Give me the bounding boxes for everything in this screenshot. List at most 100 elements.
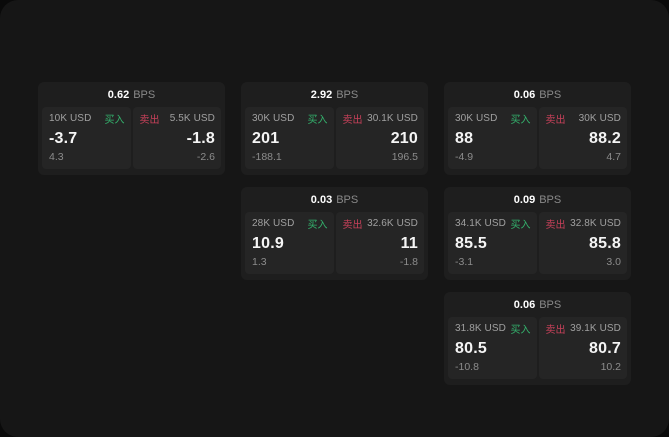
sell-panel-top: 卖出 39.1K USD [546, 321, 622, 336]
sell-panel-top: 卖出 32.8K USD [546, 216, 622, 231]
quote-card-header: 0.09 BPS [444, 187, 631, 212]
buy-panel-top: 10K USD 买入 [49, 111, 125, 126]
buy-quote-panel[interactable]: 34.1K USD 买入 85.5 -3.1 [448, 212, 537, 274]
buy-sub-value: -3.1 [455, 256, 474, 268]
sell-quote-panel[interactable]: 卖出 30.1K USD 210 196.5 [335, 107, 424, 169]
buy-panel-top: 28K USD 买入 [252, 216, 328, 231]
buy-sub-value: -10.8 [455, 361, 479, 373]
quote-card: 0.06 BPS 30K USD 买入 88 -4.9 卖出 30K USD 8… [444, 82, 631, 175]
buy-sub-value: -4.9 [455, 151, 474, 163]
sell-label: 卖出 [342, 220, 363, 231]
bps-unit-label: BPS [133, 88, 156, 101]
buy-quote-panel[interactable]: 28K USD 买入 10.9 1.3 [245, 212, 334, 274]
sell-panel-top: 卖出 30K USD [546, 111, 622, 126]
sell-price: 85.8 [589, 234, 621, 252]
buy-price: 10.9 [252, 234, 284, 252]
buy-label: 买入 [510, 115, 531, 126]
quote-card: 0.03 BPS 28K USD 买入 10.9 1.3 卖出 32.6K US… [241, 187, 428, 280]
buy-price: -3.7 [49, 129, 78, 147]
sell-sub-value: -2.6 [196, 151, 215, 163]
buy-label: 买入 [307, 115, 328, 126]
buy-size: 30K USD [252, 113, 295, 124]
bps-unit-label: BPS [539, 193, 562, 206]
buy-quote-panel[interactable]: 10K USD 买入 -3.7 4.3 [42, 107, 131, 169]
sell-label: 卖出 [545, 325, 566, 336]
quote-card-header: 0.06 BPS [444, 82, 631, 107]
sell-quote-panel[interactable]: 卖出 30K USD 88.2 4.7 [538, 107, 627, 169]
sell-size: 32.6K USD [367, 218, 418, 229]
bps-unit-label: BPS [336, 88, 359, 101]
buy-price: 85.5 [455, 234, 487, 252]
sell-size: 30.1K USD [367, 113, 418, 124]
buy-sub-value: -188.1 [252, 151, 282, 163]
buy-panel-top: 31.8K USD 买入 [455, 321, 531, 336]
quote-card-header: 0.03 BPS [241, 187, 428, 212]
sell-quote-panel[interactable]: 卖出 32.6K USD 11 -1.8 [335, 212, 424, 274]
quote-card: 0.62 BPS 10K USD 买入 -3.7 4.3 卖出 5.5K USD… [38, 82, 225, 175]
buy-label: 买入 [510, 220, 531, 231]
quote-card-header: 0.62 BPS [38, 82, 225, 107]
quote-panels: 34.1K USD 买入 85.5 -3.1 卖出 32.8K USD 85.8… [444, 212, 631, 274]
spread-bps-value: 0.06 [513, 298, 536, 311]
buy-sub-value: 4.3 [49, 151, 64, 163]
sell-size: 39.1K USD [570, 323, 621, 334]
spread-bps-value: 2.92 [310, 88, 333, 101]
buy-price: 80.5 [455, 339, 487, 357]
quote-card-header: 2.92 BPS [241, 82, 428, 107]
sell-sub-value: 10.2 [600, 361, 621, 373]
sell-sub-value: -1.8 [399, 256, 418, 268]
buy-sub-value: 1.3 [252, 256, 267, 268]
buy-label: 买入 [510, 325, 531, 336]
buy-size: 10K USD [49, 113, 92, 124]
sell-size: 30K USD [578, 113, 621, 124]
buy-quote-panel[interactable]: 30K USD 买入 201 -188.1 [245, 107, 334, 169]
bps-unit-label: BPS [539, 88, 562, 101]
buy-size: 30K USD [455, 113, 498, 124]
sell-size: 5.5K USD [169, 113, 215, 124]
sell-quote-panel[interactable]: 卖出 39.1K USD 80.7 10.2 [538, 317, 627, 379]
buy-panel-top: 30K USD 买入 [252, 111, 328, 126]
sell-price: 88.2 [589, 129, 621, 147]
buy-price: 201 [252, 129, 280, 147]
sell-price: 80.7 [589, 339, 621, 357]
quote-panels: 10K USD 买入 -3.7 4.3 卖出 5.5K USD -1.8 -2.… [38, 107, 225, 169]
quote-card: 0.06 BPS 31.8K USD 买入 80.5 -10.8 卖出 39.1… [444, 292, 631, 385]
spread-bps-value: 0.06 [513, 88, 536, 101]
buy-quote-panel[interactable]: 31.8K USD 买入 80.5 -10.8 [448, 317, 537, 379]
sell-price: -1.8 [186, 129, 215, 147]
sell-panel-top: 卖出 30.1K USD [343, 111, 419, 126]
sell-quote-panel[interactable]: 卖出 5.5K USD -1.8 -2.6 [132, 107, 221, 169]
buy-panel-top: 30K USD 买入 [455, 111, 531, 126]
sell-label: 卖出 [545, 220, 566, 231]
sell-price: 11 [400, 234, 418, 252]
buy-price: 88 [455, 129, 474, 147]
quote-panels: 30K USD 买入 88 -4.9 卖出 30K USD 88.2 4.7 [444, 107, 631, 169]
sell-price: 210 [390, 129, 418, 147]
buy-label: 买入 [104, 115, 125, 126]
bps-unit-label: BPS [336, 193, 359, 206]
sell-sub-value: 196.5 [391, 151, 418, 163]
sell-sub-value: 4.7 [606, 151, 621, 163]
quote-card: 0.09 BPS 34.1K USD 买入 85.5 -3.1 卖出 32.8K… [444, 187, 631, 280]
quote-card-header: 0.06 BPS [444, 292, 631, 317]
bps-unit-label: BPS [539, 298, 562, 311]
buy-size: 34.1K USD [455, 218, 506, 229]
sell-label: 卖出 [139, 115, 160, 126]
buy-label: 买入 [307, 220, 328, 231]
buy-panel-top: 34.1K USD 买入 [455, 216, 531, 231]
sell-label: 卖出 [545, 115, 566, 126]
quote-panels: 30K USD 买入 201 -188.1 卖出 30.1K USD 210 1… [241, 107, 428, 169]
sell-panel-top: 卖出 32.6K USD [343, 216, 419, 231]
spread-bps-value: 0.09 [513, 193, 536, 206]
spread-bps-value: 0.03 [310, 193, 333, 206]
sell-quote-panel[interactable]: 卖出 32.8K USD 85.8 3.0 [538, 212, 627, 274]
buy-size: 28K USD [252, 218, 295, 229]
sell-size: 32.8K USD [570, 218, 621, 229]
quote-panels: 31.8K USD 买入 80.5 -10.8 卖出 39.1K USD 80.… [444, 317, 631, 379]
buy-size: 31.8K USD [455, 323, 506, 334]
spread-bps-value: 0.62 [107, 88, 130, 101]
quote-panels: 28K USD 买入 10.9 1.3 卖出 32.6K USD 11 -1.8 [241, 212, 428, 274]
buy-quote-panel[interactable]: 30K USD 买入 88 -4.9 [448, 107, 537, 169]
sell-label: 卖出 [342, 115, 363, 126]
